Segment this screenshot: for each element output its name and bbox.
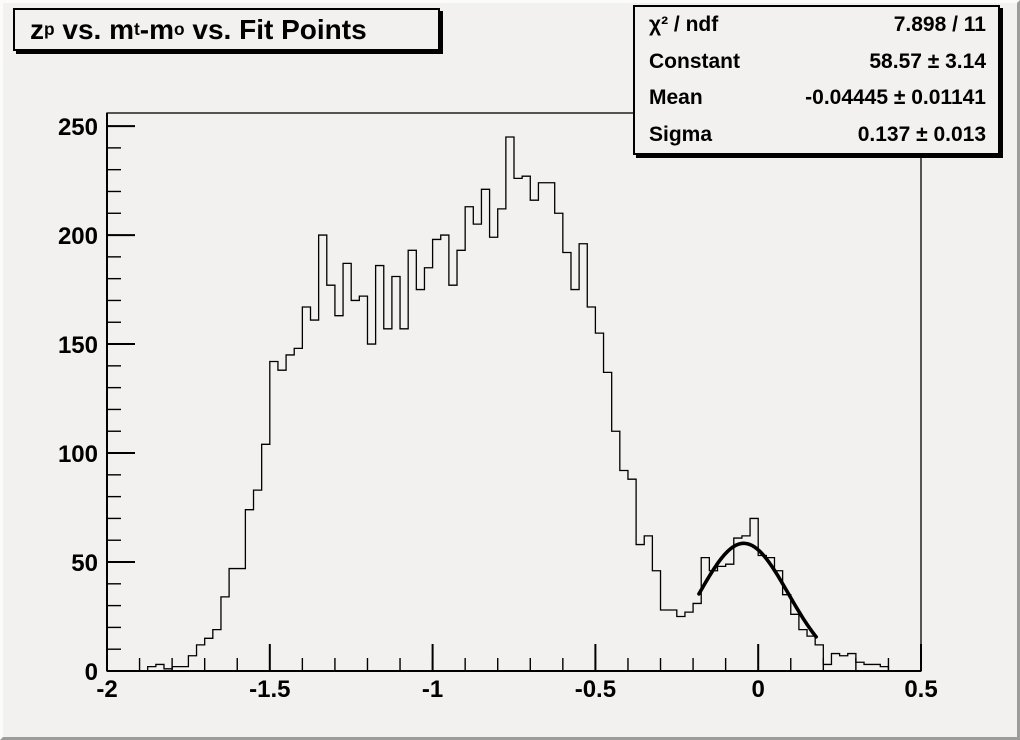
y-tick-label: 100 [58,441,98,468]
stats-row-constant: Constant 58.57 ± 3.14 [635,44,998,81]
stats-value-constant: 58.57 ± 3.14 [869,49,986,73]
y-tick-label: 150 [58,332,98,359]
x-tick-label: -0.5 [575,676,616,703]
x-tick-label: -1 [422,676,443,703]
stats-value-sigma: 0.137 ± 0.013 [857,122,986,146]
stats-label-sigma: Sigma [649,122,713,146]
histogram-line [107,136,921,672]
x-tick-label: 0.5 [904,676,937,703]
stats-value-chi2: 7.898 / 11 [893,13,986,37]
stats-row-chi2: χ² / ndf 7.898 / 11 [635,7,998,44]
x-tick-label: -2 [96,676,117,703]
y-tick-label: 200 [58,223,98,250]
y-tick-label: 250 [58,114,98,141]
title-box[interactable]: zp vs. mt-mo vs. Fit Points [13,8,440,51]
gaussian-fit-curve [697,541,818,639]
stats-label-mean: Mean [649,86,703,110]
histogram-plot-area: -2 -1.5 -1 -0.5 0 0.5 0 50 100 150 200 250 [58,112,938,703]
stats-row-mean: Mean -0.04445 ± 0.01141 [635,80,998,117]
stats-label-constant: Constant [649,49,740,73]
y-tick-label: 0 [85,659,98,686]
fit-stats-box[interactable]: χ² / ndf 7.898 / 11 Constant 58.57 ± 3.1… [633,5,1000,155]
stats-value-mean: -0.04445 ± 0.01141 [805,86,986,110]
stats-row-sigma: Sigma 0.137 ± 0.013 [635,117,998,154]
x-tick-label: -1.5 [249,676,290,703]
y-tick-label: 50 [71,550,98,577]
chart-title: zp vs. mt-mo vs. Fit Points [30,13,367,45]
stats-label-chi2: χ² / ndf [649,13,719,37]
x-tick-label: 0 [752,676,765,703]
